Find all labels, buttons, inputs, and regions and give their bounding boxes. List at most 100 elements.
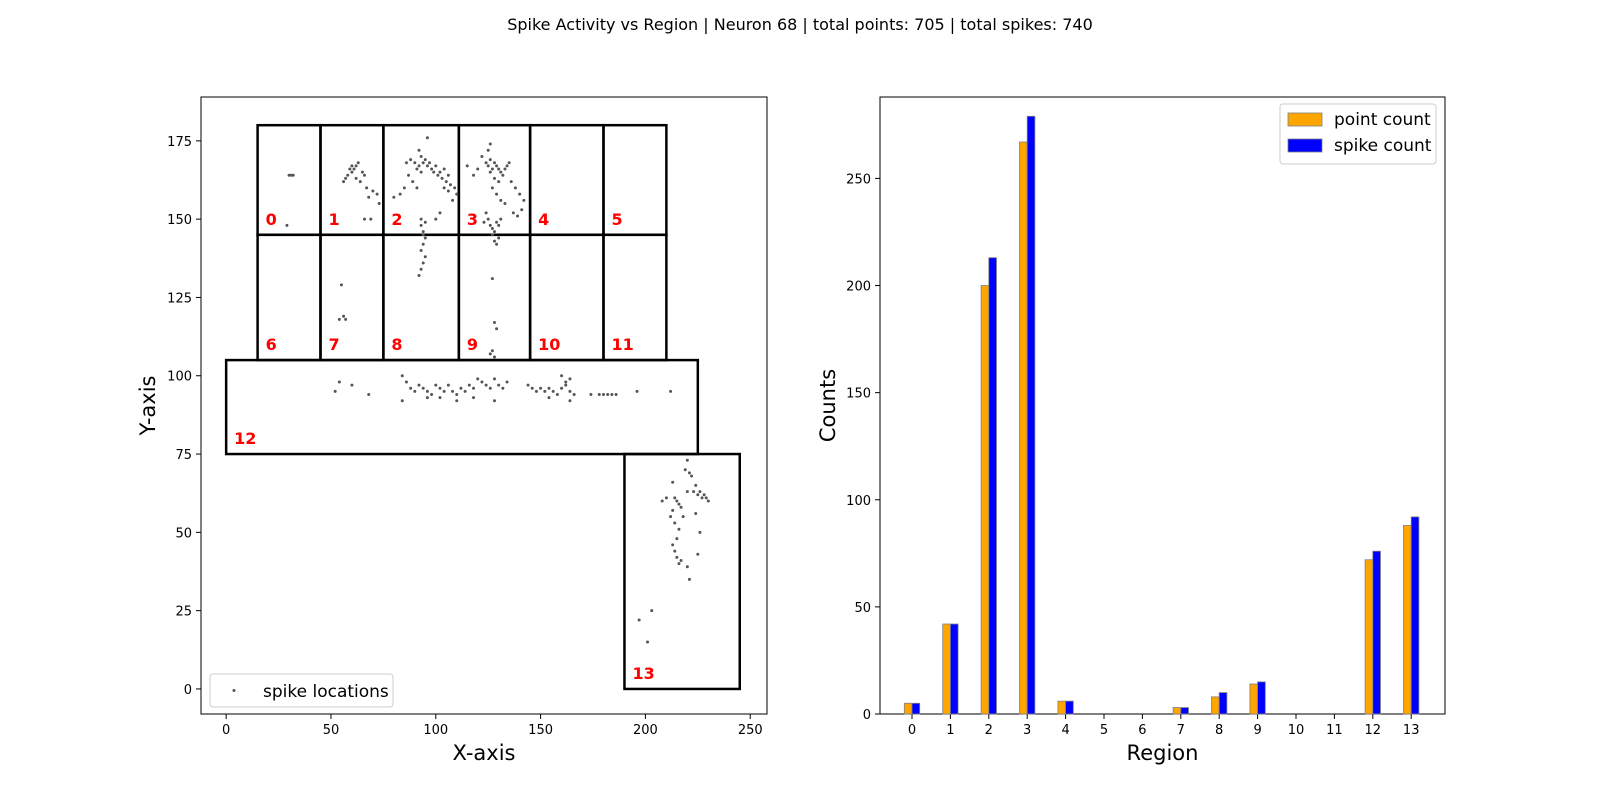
spike-point <box>669 389 673 393</box>
spike-point <box>614 393 618 397</box>
spike-point <box>417 274 421 278</box>
x-tick-label: 11 <box>1326 723 1343 738</box>
spike-point <box>547 396 551 400</box>
spike-point <box>472 396 476 400</box>
spike-point <box>363 173 367 177</box>
spike-point <box>291 173 295 177</box>
spike-point <box>285 223 289 227</box>
spike-point <box>360 170 364 174</box>
bar <box>911 702 921 715</box>
spike-point <box>516 214 520 218</box>
x-tick-label: 250 <box>738 723 763 738</box>
spike-point <box>375 192 379 196</box>
spike-point <box>555 393 559 397</box>
scatter-plot-area <box>200 96 768 715</box>
region-box <box>224 358 700 456</box>
spike-point <box>696 493 700 497</box>
spike-point <box>440 176 444 180</box>
legend-marker <box>232 689 236 692</box>
legend-swatch <box>1287 112 1323 127</box>
spike-point <box>442 167 446 171</box>
spike-point <box>342 314 346 318</box>
spike-point <box>472 173 476 177</box>
spike-point <box>488 158 492 162</box>
spike-point <box>495 220 499 224</box>
spike-point <box>417 383 421 387</box>
spike-point <box>497 223 501 227</box>
spike-point <box>350 383 354 387</box>
y-tick-label: 0 <box>184 683 192 698</box>
spike-point <box>442 389 446 393</box>
spike-point <box>363 217 367 221</box>
spike-point <box>671 480 675 484</box>
spike-point <box>413 161 417 165</box>
spike-point <box>503 167 507 171</box>
region-label: 3 <box>467 210 478 229</box>
spike-point <box>398 192 402 196</box>
spike-point <box>287 173 291 177</box>
spike-point <box>486 148 490 152</box>
spike-point <box>423 236 427 240</box>
spike-point <box>419 170 423 174</box>
region-label: 5 <box>611 210 622 229</box>
spike-point <box>369 217 373 221</box>
spike-point <box>404 380 408 384</box>
region-label: 7 <box>328 335 339 354</box>
spike-point <box>490 277 494 281</box>
spike-point <box>495 242 499 246</box>
bar <box>903 702 913 715</box>
spike-point <box>687 471 691 475</box>
spike-point <box>421 161 425 165</box>
spike-point <box>501 173 505 177</box>
spike-point <box>551 389 555 393</box>
spike-point <box>694 512 698 516</box>
x-tick-label: 9 <box>1253 723 1261 738</box>
spike-point <box>501 386 505 390</box>
bar <box>1249 683 1259 715</box>
region-label: 6 <box>266 335 277 354</box>
spike-point <box>675 537 679 541</box>
spike-point <box>685 458 689 462</box>
spike-point <box>451 389 455 393</box>
spike-point <box>673 549 677 553</box>
x-tick-label: 1 <box>946 723 954 738</box>
spike-point <box>706 499 710 503</box>
spike-point <box>490 349 494 353</box>
y-tick-label: 200 <box>846 280 871 295</box>
spike-point <box>564 383 568 387</box>
spike-point <box>425 136 429 140</box>
y-tick-label: 150 <box>167 213 192 228</box>
spike-point <box>465 164 469 168</box>
spike-point <box>692 490 696 494</box>
bar-legend: point count spike count <box>1279 103 1437 165</box>
spike-point <box>499 217 503 221</box>
x-tick-label: 0 <box>908 723 916 738</box>
spike-point <box>534 389 538 393</box>
bar <box>942 623 951 715</box>
spike-point <box>509 180 513 184</box>
spike-point <box>484 383 488 387</box>
region-label: 1 <box>328 210 339 229</box>
y-tick-label: 150 <box>846 387 871 402</box>
spike-point <box>513 186 517 190</box>
region-label: 8 <box>391 335 402 354</box>
spike-point <box>675 499 679 503</box>
spike-point <box>530 386 534 390</box>
spike-point <box>377 201 381 205</box>
spike-point <box>344 317 348 321</box>
spike-point <box>488 386 492 390</box>
spike-point <box>421 233 425 237</box>
spike-point <box>453 186 457 190</box>
spike-point <box>339 283 343 287</box>
spike-point <box>421 242 425 246</box>
spike-point <box>421 261 425 265</box>
region-label: 2 <box>391 210 402 229</box>
spike-point <box>694 483 698 487</box>
spike-point <box>568 377 572 381</box>
spike-point <box>560 374 564 378</box>
spike-point <box>673 521 677 525</box>
spike-point <box>497 383 501 387</box>
spike-point <box>497 167 501 171</box>
legend-entry: point count <box>1334 110 1431 130</box>
